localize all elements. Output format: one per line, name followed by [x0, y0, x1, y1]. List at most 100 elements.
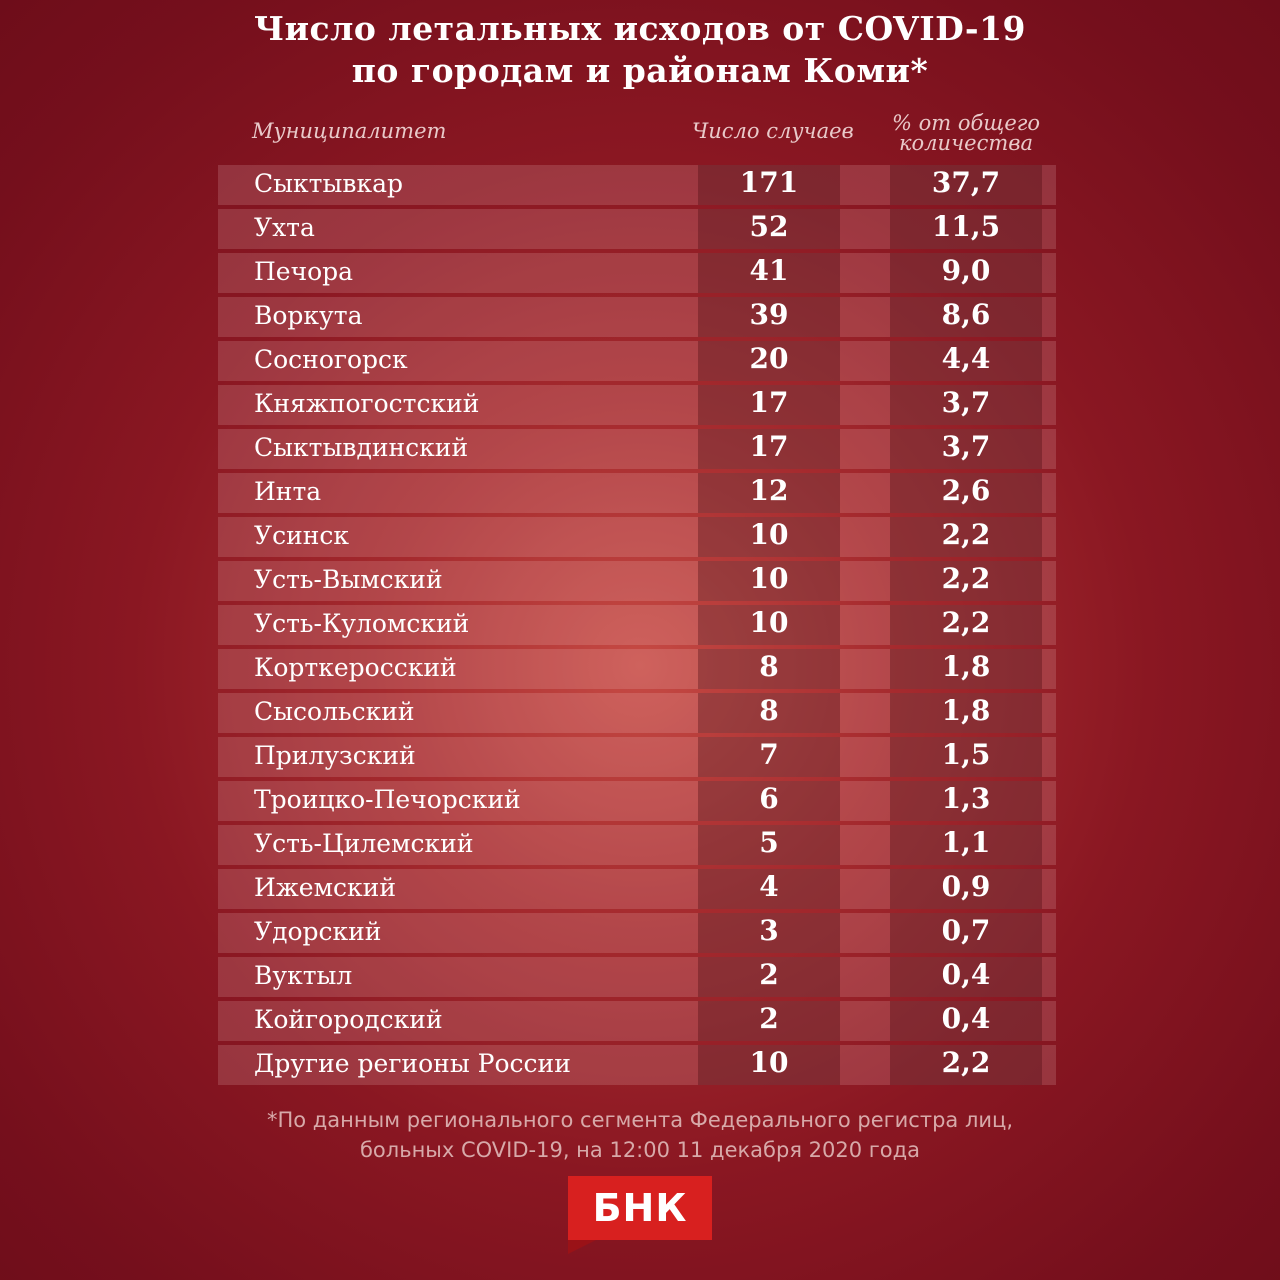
table-row: Сыктывкар 171 37,7: [218, 165, 1056, 205]
percent-value: 0,4: [941, 958, 991, 991]
count-value: 6: [759, 782, 779, 815]
percent-cell: 1,5: [890, 737, 1042, 777]
count-cell: 6: [698, 781, 840, 821]
logo-text: БНК: [568, 1176, 712, 1240]
percent-value: 1,1: [941, 826, 991, 859]
count-cell: 10: [698, 517, 840, 557]
percent-cell: 4,4: [890, 341, 1042, 381]
column-header-percent: % от общего количества: [890, 113, 1042, 155]
municipality-name: Усть-Куломский: [254, 609, 470, 638]
municipality-name: Сыктывдинский: [254, 433, 469, 462]
percent-cell: 3,7: [890, 429, 1042, 469]
percent-value: 1,8: [941, 650, 991, 683]
table-row: Усть-Цилемский 5 1,1: [218, 825, 1056, 865]
count-cell: 3: [698, 913, 840, 953]
percent-cell: 2,2: [890, 1045, 1042, 1085]
percent-value: 1,3: [941, 782, 991, 815]
count-value: 2: [759, 958, 779, 991]
count-value: 171: [739, 166, 799, 199]
percent-value: 0,7: [941, 914, 991, 947]
municipality-name: Вуктыл: [254, 961, 353, 990]
table-row: Другие регионы России 10 2,2: [218, 1045, 1056, 1085]
count-value: 10: [749, 562, 789, 595]
column-header-count: Число случаев: [692, 119, 854, 143]
percent-value: 8,6: [941, 298, 991, 331]
table-row: Прилузский 7 1,5: [218, 737, 1056, 777]
column-header-percent-line2: количества: [899, 131, 1033, 155]
count-cell: 12: [698, 473, 840, 513]
municipality-name: Усинск: [254, 521, 350, 550]
percent-value: 3,7: [941, 386, 991, 419]
deaths-table: Сыктывкар 171 37,7 Ухта 52 11,5 Печора 41 9,0 Вор…: [218, 165, 1056, 1089]
count-cell: 52: [698, 209, 840, 249]
percent-value: 1,5: [941, 738, 991, 771]
municipality-name: Сысольский: [254, 697, 415, 726]
municipality-name: Княжпогостский: [254, 389, 480, 418]
table-row: Княжпогостский 17 3,7: [218, 385, 1056, 425]
count-value: 8: [759, 650, 779, 683]
percent-cell: 2,2: [890, 605, 1042, 645]
count-value: 52: [749, 210, 789, 243]
percent-value: 2,6: [941, 474, 991, 507]
count-value: 20: [749, 342, 789, 375]
percent-value: 2,2: [941, 1046, 991, 1079]
percent-value: 0,4: [941, 1002, 991, 1035]
municipality-name: Сыктывкар: [254, 169, 403, 198]
footnote-line1: *По данным регионального сегмента Федера…: [266, 1108, 1014, 1132]
count-value: 3: [759, 914, 779, 947]
table-row: Усть-Куломский 10 2,2: [218, 605, 1056, 645]
municipality-name: Койгородский: [254, 1005, 443, 1034]
percent-value: 4,4: [941, 342, 991, 375]
percent-value: 2,2: [941, 606, 991, 639]
table-row: Усинск 10 2,2: [218, 517, 1056, 557]
count-value: 12: [749, 474, 789, 507]
count-cell: 10: [698, 605, 840, 645]
percent-value: 3,7: [941, 430, 991, 463]
table-row: Инта 12 2,6: [218, 473, 1056, 513]
percent-cell: 2,6: [890, 473, 1042, 513]
count-value: 41: [749, 254, 789, 287]
count-value: 10: [749, 518, 789, 551]
count-cell: 2: [698, 957, 840, 997]
count-cell: 2: [698, 1001, 840, 1041]
municipality-name: Сосногорск: [254, 345, 408, 374]
count-cell: 41: [698, 253, 840, 293]
count-cell: 5: [698, 825, 840, 865]
percent-cell: 1,8: [890, 649, 1042, 689]
table-row: Удорский 3 0,7: [218, 913, 1056, 953]
percent-cell: 37,7: [890, 165, 1042, 205]
count-value: 10: [749, 1046, 789, 1079]
percent-cell: 0,4: [890, 1001, 1042, 1041]
percent-value: 1,8: [941, 694, 991, 727]
municipality-name: Прилузский: [254, 741, 416, 770]
percent-cell: 2,2: [890, 517, 1042, 557]
table-row: Сысольский 8 1,8: [218, 693, 1056, 733]
percent-cell: 1,1: [890, 825, 1042, 865]
table-row: Троицко-Печорский 6 1,3: [218, 781, 1056, 821]
count-cell: 4: [698, 869, 840, 909]
count-cell: 10: [698, 561, 840, 601]
percent-cell: 1,8: [890, 693, 1042, 733]
count-cell: 10: [698, 1045, 840, 1085]
table-row: Вуктыл 2 0,4: [218, 957, 1056, 997]
count-value: 7: [759, 738, 779, 771]
count-value: 17: [749, 386, 789, 419]
percent-cell: 0,9: [890, 869, 1042, 909]
count-cell: 39: [698, 297, 840, 337]
municipality-name: Корткеросский: [254, 653, 457, 682]
footnote-line2: больных COVID-19, на 12:00 11 декабря 20…: [359, 1138, 921, 1162]
table-row: Ухта 52 11,5: [218, 209, 1056, 249]
municipality-name: Инта: [254, 477, 322, 506]
municipality-name: Усть-Цилемский: [254, 829, 474, 858]
percent-value: 9,0: [941, 254, 991, 287]
percent-value: 0,9: [941, 870, 991, 903]
column-header-municipality: Муниципалитет: [252, 119, 447, 143]
count-value: 4: [759, 870, 779, 903]
municipality-name: Воркута: [254, 301, 363, 330]
percent-cell: 11,5: [890, 209, 1042, 249]
chart-title-line1: Число летальных исходов от COVID-19: [253, 9, 1027, 48]
municipality-name: Троицко-Печорский: [254, 785, 521, 814]
municipality-name: Удорский: [254, 917, 382, 946]
municipality-name: Печора: [254, 257, 354, 286]
count-cell: 17: [698, 385, 840, 425]
